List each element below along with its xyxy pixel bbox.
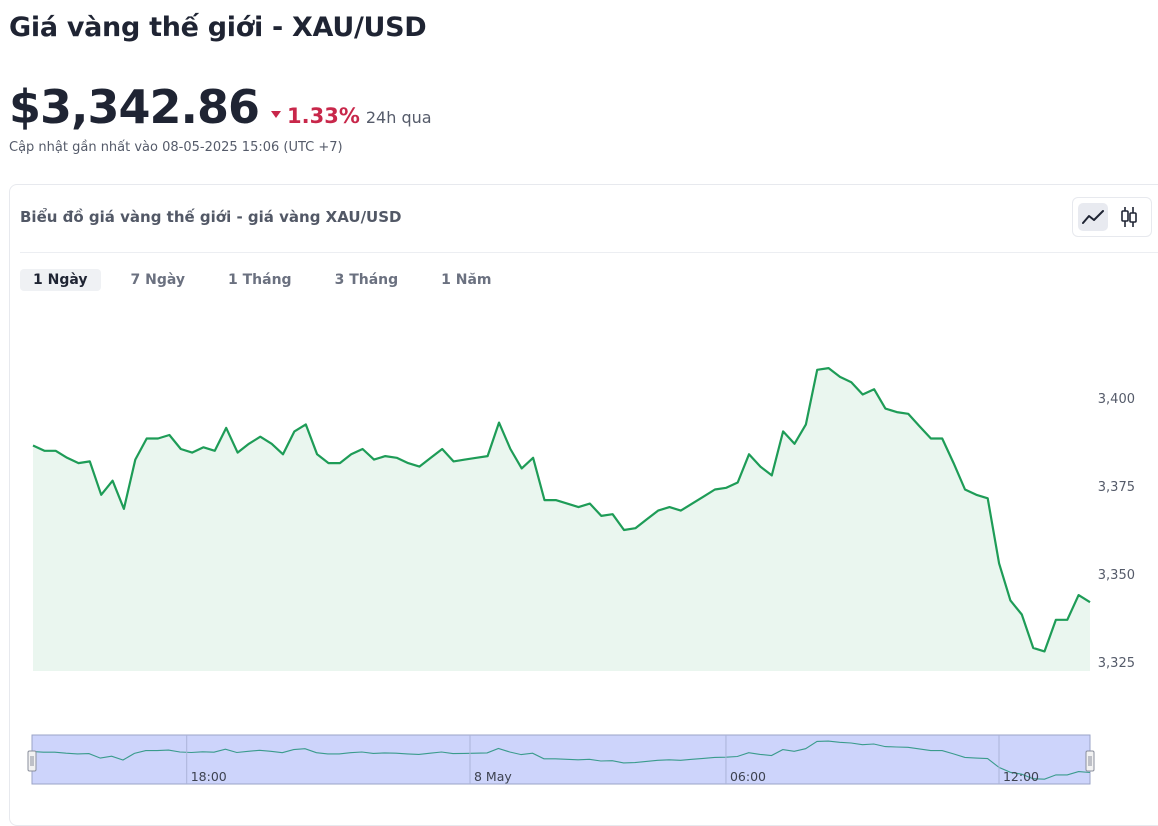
card-divider [20,252,1158,253]
y-tick-label: 3,350 [1098,568,1135,583]
y-tick-label: 3,400 [1098,392,1135,407]
last-updated: Cập nhật gần nhất vào 08-05-2025 15:06 (… [9,140,343,155]
change-period: 24h qua [365,108,432,127]
price-line [32,367,1091,653]
navigator-left-handle[interactable] [27,750,37,772]
tab-3-thang[interactable]: 3 Tháng [334,272,399,288]
chart-type-toggle [1072,197,1152,237]
current-price: $3,342.86 [9,80,260,134]
line-chart-button[interactable] [1078,203,1108,231]
change-percent: 1.33% [287,104,360,128]
tab-1-thang[interactable]: 1 Tháng [228,272,292,288]
down-arrow-icon [271,111,281,118]
navigator-label: 06:00 [730,769,766,784]
price-row: $3,342.86 1.33% 24h qua [9,80,432,134]
chart-card-title: Biểu đồ giá vàng thế giới - giá vàng XAU… [20,208,402,226]
price-chart: 3,325 3,350 3,375 3,400 18:00 8 May 06:00 12:00 [27,367,1135,785]
candlestick-chart-button[interactable] [1114,203,1144,231]
tab-7-ngay[interactable]: 7 Ngày [130,272,186,288]
tab-1-nam[interactable]: 1 Năm [441,272,492,288]
page-title: Giá vàng thế giới - XAU/USD [9,12,427,43]
navigator-label: 12:00 [1003,769,1039,784]
y-tick-label: 3,325 [1098,656,1135,671]
tab-1-ngay[interactable]: 1 Ngày [20,269,101,291]
price-area [33,368,1090,671]
navigator-label: 8 May [474,769,512,784]
range-tabs: 1 Ngày 7 Ngày 1 Tháng 3 Tháng 1 Năm [20,269,522,291]
navigator-label: 18:00 [191,769,227,784]
line-chart-icon [1082,210,1104,224]
y-tick-label: 3,375 [1098,480,1135,495]
navigator-right-handle[interactable] [1085,750,1095,772]
candlestick-icon [1121,207,1137,227]
navigator-line [31,740,1091,780]
